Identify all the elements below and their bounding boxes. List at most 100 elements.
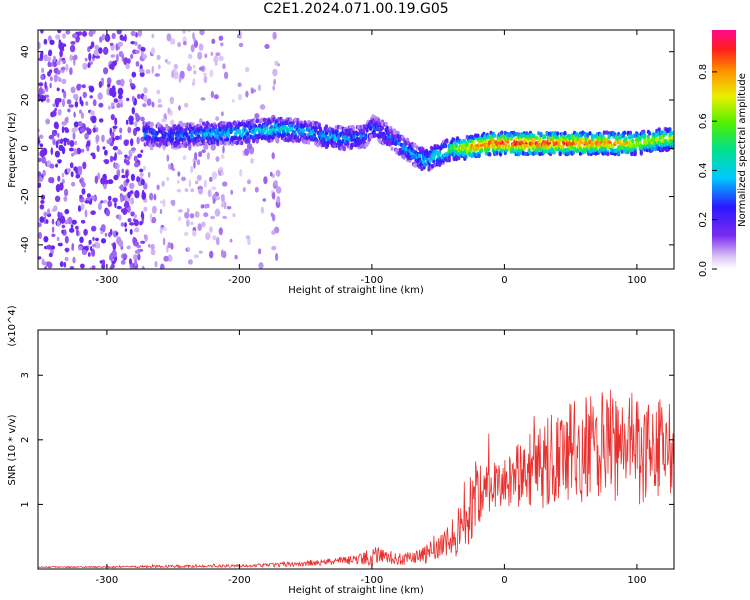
- top-x-axis-label: Height of straight line (km): [288, 285, 424, 296]
- spectrogram-cell: [59, 50, 63, 58]
- spectrogram-frame: [37, 29, 675, 270]
- spectrogram-cell: [307, 140, 311, 145]
- spectrogram-cell: [432, 159, 436, 164]
- spectrogram-cell: [178, 105, 181, 111]
- spectrogram-cell: [215, 116, 220, 122]
- spectrogram-cell: [76, 228, 79, 237]
- spectrogram-cell: [221, 171, 225, 176]
- spectrogram-cell: [373, 133, 377, 138]
- spectrogram-cell: [188, 53, 193, 59]
- spectrogram-cell: [577, 143, 581, 148]
- spectrogram-cell: [161, 180, 165, 187]
- spectrogram-cell: [139, 168, 144, 173]
- spectrogram-cell: [98, 102, 104, 108]
- bottom-y-axis: 1 2 3: [20, 372, 674, 508]
- colorbar-tick-label: 0.2: [698, 212, 709, 228]
- spectrogram-cell: [42, 169, 46, 177]
- spectrogram-cell: [589, 143, 593, 148]
- spectrogram-cell: [48, 252, 53, 258]
- spectrogram-cell: [193, 160, 196, 169]
- spectrogram-cell: [134, 227, 140, 233]
- spectrogram-cell: [130, 197, 135, 205]
- spectrogram-cell: [53, 129, 57, 134]
- spectrogram-cell: [413, 142, 417, 147]
- spectrogram-cell: [106, 77, 112, 85]
- spectrogram-cell: [129, 121, 134, 125]
- spectrogram-cell: [140, 240, 146, 244]
- spectrogram-cell: [139, 172, 144, 177]
- spectrogram-cell: [131, 107, 135, 115]
- spectrogram-cell: [130, 53, 134, 60]
- spectrogram-cell: [563, 131, 567, 136]
- spectrogram-cell: [177, 171, 181, 177]
- spectrogram-cell: [137, 153, 143, 158]
- spectrogram-cell: [48, 134, 54, 140]
- spectrogram-cell: [79, 194, 83, 199]
- spectrogram-cell: [48, 49, 53, 57]
- spectrogram-cell: [495, 150, 499, 156]
- spectrogram-cell: [140, 116, 145, 122]
- spectrogram-cell: [137, 253, 141, 261]
- spectrogram-cell: [245, 90, 249, 98]
- spectrogram-cell: [136, 136, 140, 145]
- spectrogram-cell: [197, 223, 202, 232]
- x-tick-label: -300: [96, 275, 119, 286]
- spectrogram-cell: [194, 152, 198, 161]
- spectrogram-cell: [177, 42, 181, 48]
- spectrogram-cell: [68, 104, 74, 108]
- spectrogram-cell: [70, 41, 76, 45]
- spectrogram-cell: [70, 86, 76, 94]
- spectrogram-cell: [302, 128, 306, 133]
- spectrogram-cell: [532, 133, 536, 139]
- spectrogram-cell: [184, 102, 189, 108]
- spectrogram-cell: [73, 121, 79, 128]
- spectrogram-cell: [73, 166, 78, 172]
- spectrogram-cell: [272, 117, 276, 122]
- spectrogram-cell: [216, 237, 220, 246]
- spectrogram-cell: [210, 140, 214, 145]
- spectrogram-cell: [44, 81, 47, 90]
- spectrogram-cell: [166, 176, 170, 182]
- spectrogram-cell: [202, 140, 206, 146]
- spectrogram-cell: [192, 230, 197, 237]
- spectrogram-cell: [73, 58, 76, 66]
- snr-frame: [37, 329, 675, 570]
- spectrogram-cell: [57, 242, 63, 247]
- spectrogram-cell: [220, 154, 225, 159]
- spectrogram-cell: [204, 53, 208, 59]
- spectrogram-cell: [346, 141, 350, 146]
- spectrogram-cell: [170, 98, 174, 105]
- spectrogram-cell: [150, 243, 155, 251]
- spectrogram-cell: [436, 145, 441, 150]
- spectrogram-cell: [46, 244, 52, 250]
- spectrogram-cell: [80, 100, 84, 107]
- spectrogram-cell: [214, 208, 221, 217]
- spectrogram-cell: [543, 149, 547, 154]
- spectrogram-cell: [60, 215, 66, 224]
- spectrogram-cell: [149, 213, 153, 222]
- spectrogram-cell: [42, 147, 48, 156]
- spectrogram-cell: [61, 146, 66, 155]
- spectrogram-cell: [203, 179, 207, 188]
- spectrogram-cell: [134, 41, 138, 46]
- spectrogram-cell: [73, 148, 78, 156]
- spectrogram-cell: [62, 98, 65, 108]
- spectrogram-cell: [107, 200, 112, 208]
- spectrogram-cell: [117, 149, 122, 156]
- spectrogram-cell: [55, 102, 59, 108]
- spectrogram-cell: [111, 260, 116, 265]
- spectrogram-cell: [557, 142, 561, 147]
- spectrogram-cell: [289, 120, 293, 126]
- spectrogram-cell: [54, 150, 61, 158]
- spectrogram-cell: [193, 254, 199, 259]
- spectrogram-cell: [521, 151, 525, 156]
- spectrogram-cell: [62, 33, 66, 39]
- spectrogram-cell: [88, 53, 92, 61]
- spectrogram-cell: [38, 176, 43, 182]
- y-tick-label: -40: [20, 237, 31, 253]
- spectrogram-cell: [638, 136, 642, 142]
- spectrogram-cell: [61, 224, 66, 229]
- spectrogram-cell: [157, 104, 163, 108]
- spectrogram-cell: [129, 228, 133, 235]
- spectrogram-cell: [38, 157, 42, 163]
